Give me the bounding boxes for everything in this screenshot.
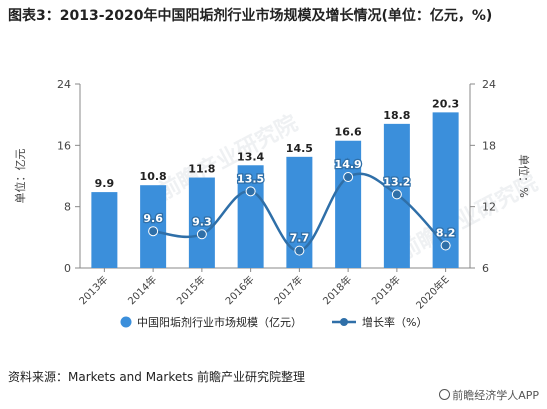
growth-rate-point xyxy=(196,229,207,240)
growth-rate-label: 13.5 xyxy=(237,172,264,185)
chart-area: 0 8 16 24 6 12 18 24 单位：亿元 单位：% 9.9 10.8 11.8 13.4 14.… xyxy=(0,68,547,338)
growth-rate-label: 7.7 xyxy=(290,232,310,245)
bar-value-label: 13.4 xyxy=(237,150,264,163)
bar xyxy=(91,192,118,268)
y-tick-label-right: 18 xyxy=(482,139,496,152)
growth-rate-point xyxy=(391,189,402,200)
y-tick-label-left: 24 xyxy=(57,78,71,91)
bar xyxy=(237,165,264,268)
x-tick-label: 2013年 xyxy=(76,273,110,307)
growth-rate-point xyxy=(245,186,256,197)
x-tick-label: 2018年 xyxy=(320,273,354,307)
bar xyxy=(188,177,215,268)
x-tick-label: 2014年 xyxy=(125,273,159,307)
growth-rate-point xyxy=(440,240,451,251)
x-tick-label: 2019年 xyxy=(369,273,403,307)
y-axis-label-left: 单位：亿元 xyxy=(13,149,27,204)
x-tick-label: 2020年E xyxy=(413,273,452,312)
legend-line-label: 增长率（%） xyxy=(362,315,427,329)
growth-rate-label: 8.2 xyxy=(436,227,456,240)
growth-rate-label: 9.3 xyxy=(192,215,212,228)
y-tick-label-left: 8 xyxy=(64,201,71,214)
source-note: 资料来源：Markets and Markets 前瞻产业研究院整理 xyxy=(8,370,306,384)
growth-rate-point xyxy=(343,172,354,183)
chart-svg: 0 8 16 24 6 12 18 24 单位：亿元 单位：% 9.9 10.8 11.8 13.4 14.… xyxy=(13,78,531,329)
growth-rate-point xyxy=(148,226,159,237)
bar-value-label: 18.8 xyxy=(383,109,410,122)
bar-value-label: 16.6 xyxy=(335,126,362,139)
bar xyxy=(335,140,362,268)
legend-line-marker-icon xyxy=(340,318,348,326)
x-tick-label: 2017年 xyxy=(271,273,305,307)
bar-value-label: 11.8 xyxy=(188,163,215,176)
growth-rate-label: 13.2 xyxy=(383,175,410,188)
legend-bar-icon xyxy=(120,316,132,328)
y-tick-label-left: 0 xyxy=(64,262,71,275)
growth-rate-point xyxy=(294,245,305,256)
bar-value-label: 20.3 xyxy=(432,97,459,110)
y-axis-label-right: 单位：% xyxy=(517,154,531,197)
bar-value-label: 14.5 xyxy=(286,142,313,155)
brand-logo-icon xyxy=(439,389,451,400)
bar-value-label: 10.8 xyxy=(140,170,167,183)
chart-title: 图表3：2013-2020年中国阳垢剂行业市场规模及增长情况(单位：亿元，%) xyxy=(8,8,493,24)
y-tick-label-right: 6 xyxy=(482,262,489,275)
bar-value-label: 9.9 xyxy=(95,177,115,190)
growth-rate-label: 14.9 xyxy=(335,158,362,171)
y-tick-label-right: 24 xyxy=(482,78,496,91)
y-tick-label-right: 12 xyxy=(482,201,496,214)
growth-rate-label: 9.6 xyxy=(143,212,163,225)
x-tick-label: 2016年 xyxy=(222,273,256,307)
x-tick-label: 2015年 xyxy=(174,273,208,307)
legend-bar-label: 中国阳垢剂行业市场规模（亿元） xyxy=(137,315,302,329)
y-tick-label-left: 16 xyxy=(57,139,71,152)
brand-footer: 前瞻经济学人APP xyxy=(439,387,539,403)
brand-label: 前瞻经济学人APP xyxy=(452,389,539,402)
